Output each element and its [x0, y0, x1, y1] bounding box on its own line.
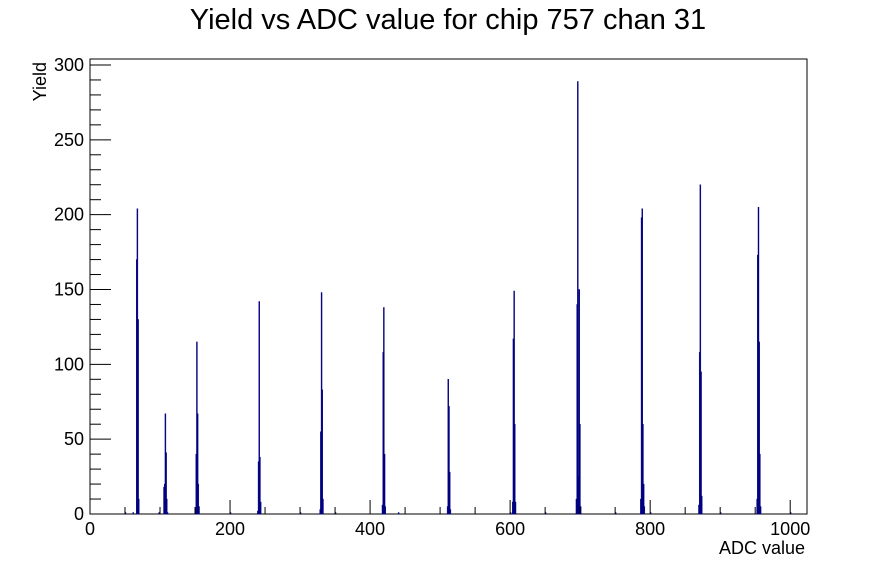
y-tick-label: 200	[54, 205, 84, 225]
histogram-bars	[124, 81, 792, 515]
histogram-bin	[513, 290, 515, 515]
histogram-bin	[641, 208, 643, 515]
histogram-bin	[258, 301, 260, 515]
x-tick-label: 400	[355, 519, 385, 539]
histogram-bin	[701, 495, 703, 515]
histogram-bin	[449, 509, 452, 515]
histogram-bin	[578, 289, 580, 515]
histogram-bin	[643, 506, 646, 515]
histogram-bin	[514, 424, 516, 515]
histogram-bin	[577, 81, 579, 515]
histogram-bin	[165, 452, 167, 515]
histogram-bin	[384, 506, 386, 515]
x-tick-label: 800	[635, 519, 665, 539]
y-tick-label: 250	[54, 130, 84, 150]
histogram-bin	[700, 371, 702, 515]
histogram-bin	[132, 512, 134, 515]
histogram-bin	[137, 319, 139, 515]
chart-title: Yield vs ADC value for chip 757 chan 31	[189, 4, 707, 36]
histogram-bin	[166, 498, 168, 515]
histogram-bin	[259, 501, 262, 515]
histogram-bin	[166, 512, 169, 515]
histogram-bin	[759, 453, 761, 515]
x-axis: 0 200 400 600 800 1000	[85, 500, 810, 539]
histogram-bin	[321, 389, 323, 515]
x-tick-label: 600	[495, 519, 525, 539]
y-tick-label: 100	[54, 354, 84, 374]
histogram-bin	[642, 424, 644, 515]
histogram-bin	[322, 498, 324, 515]
y-tick-label: 50	[64, 429, 84, 449]
histogram-bin	[138, 498, 140, 515]
y-tick-label: 0	[74, 504, 84, 524]
x-axis-label: ADC value	[719, 538, 805, 558]
histogram-bin	[383, 453, 386, 515]
y-axis-label: Yield	[30, 62, 50, 101]
histogram-bin	[758, 341, 760, 515]
y-tick-label: 150	[54, 279, 84, 299]
histogram-bin	[397, 512, 400, 515]
histogram-bin	[449, 471, 451, 515]
histogram-bin	[759, 506, 762, 515]
histogram-bin	[699, 184, 702, 515]
x-tick-label: 0	[85, 519, 95, 539]
histogram-bin	[514, 501, 517, 515]
y-tick-label: 300	[54, 55, 84, 75]
histogram-bin	[448, 406, 450, 515]
y-axis: 0 50 100 150 200 250 300	[54, 55, 111, 524]
x-tick-label: 1000	[770, 519, 810, 539]
histogram-bin	[198, 506, 200, 515]
x-tick-label: 200	[215, 519, 245, 539]
histogram-bin	[579, 424, 581, 515]
histogram-bin	[158, 512, 160, 515]
